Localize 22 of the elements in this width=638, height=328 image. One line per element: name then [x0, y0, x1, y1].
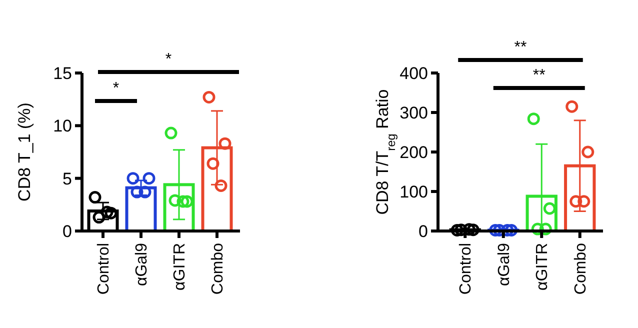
x-tick-label: Combo — [210, 242, 227, 295]
y-tick-label: 400 — [400, 64, 428, 83]
y-tick-label: 100 — [400, 182, 428, 202]
x-tick-label: αGal9 — [134, 242, 151, 286]
y-tick-label: 200 — [400, 142, 428, 162]
text: ** — [514, 39, 527, 56]
annotation: ** — [532, 67, 546, 84]
x-tick-label: Control — [96, 243, 113, 295]
x-tick-label: Control — [458, 243, 475, 295]
x-tick-label: αGITR — [172, 243, 189, 290]
text: * — [165, 51, 172, 68]
x-tick-label: Combo — [572, 242, 590, 295]
y-tick-label: 15 — [53, 64, 72, 83]
y-tick-label: 0 — [418, 222, 428, 241]
y-tick-label: 300 — [400, 103, 428, 122]
x-tick-label: αGal9 — [496, 242, 513, 286]
y-tick-label: 5 — [62, 169, 72, 188]
x-tick-label: αGITR — [534, 243, 552, 290]
annotation: * — [112, 80, 120, 97]
y-tick-label: 10 — [53, 116, 72, 136]
y-tick-label: 0 — [62, 222, 72, 241]
y-axis-title: CD8 T_1 (%) — [15, 102, 34, 202]
